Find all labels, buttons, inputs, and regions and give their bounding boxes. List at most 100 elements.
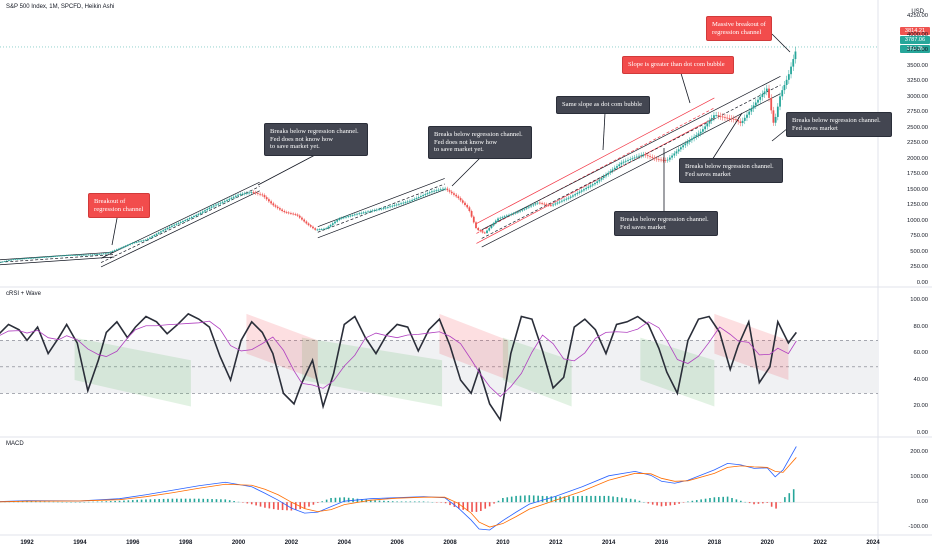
macd-histogram-bar xyxy=(291,502,293,510)
price-candle xyxy=(598,180,600,182)
macd-histogram-bar xyxy=(401,501,403,502)
price-axis-tick: 2750.00 xyxy=(907,109,928,115)
price-candle xyxy=(460,198,462,200)
time-axis-tick: 2018 xyxy=(708,540,721,546)
price-candle xyxy=(136,242,138,243)
crsi-axis-tick: 80.00 xyxy=(913,324,928,330)
price-candle xyxy=(457,196,459,198)
price-candle xyxy=(728,118,730,119)
macd-histogram-bar xyxy=(396,501,398,502)
price-candle xyxy=(54,256,56,257)
price-candle xyxy=(242,194,244,195)
price-candle xyxy=(198,214,200,215)
price-candle xyxy=(594,183,596,184)
price-candle xyxy=(277,207,279,208)
crsi-pane-title: cRSI + Wave xyxy=(6,291,41,297)
price-candle xyxy=(433,191,435,192)
macd-histogram-bar xyxy=(260,502,262,506)
price-candle xyxy=(138,241,140,242)
price-candle xyxy=(32,258,34,259)
price-candle xyxy=(303,220,305,222)
price-candle xyxy=(790,67,792,75)
time-axis-tick: 1998 xyxy=(179,540,192,546)
price-candle xyxy=(438,190,440,191)
price-candle xyxy=(343,217,345,218)
price-candle xyxy=(178,223,180,224)
macd-histogram-bar xyxy=(207,499,209,502)
price-candle xyxy=(715,115,717,116)
macd-histogram-bar xyxy=(590,496,592,502)
price-candle xyxy=(554,204,556,205)
price-candle xyxy=(702,129,704,132)
crsi-axis-tick: 20.00 xyxy=(913,403,928,409)
macd-histogram-bar xyxy=(176,499,178,502)
price-candle xyxy=(700,132,702,134)
price-candle xyxy=(693,137,695,139)
price-candle xyxy=(766,89,768,92)
price-candle xyxy=(286,212,288,213)
price-axis-tick: 3250.00 xyxy=(907,78,928,84)
time-axis-tick: 2020 xyxy=(761,540,774,546)
macd-axis-tick: 0.00 xyxy=(917,499,928,505)
macd-histogram-bar xyxy=(674,502,676,505)
macd-histogram-bar xyxy=(379,501,381,503)
price-candle xyxy=(385,208,387,209)
macd-histogram-bar xyxy=(216,499,218,502)
price-candle xyxy=(601,178,603,180)
time-axis-tick: 2002 xyxy=(285,540,298,546)
price-candle xyxy=(226,200,228,201)
price-axis-tick: 2500.00 xyxy=(907,125,928,131)
callout-slope-greater: Slope is greater than dot com bubble xyxy=(622,56,734,74)
macd-histogram-bar xyxy=(158,499,160,502)
price-candle xyxy=(327,227,329,229)
price-candle xyxy=(731,118,733,119)
price-candle xyxy=(413,199,415,200)
macd-histogram-bar xyxy=(308,502,310,506)
price-candle xyxy=(372,211,374,212)
macd-histogram-bar xyxy=(198,499,200,502)
price-axis-tick: 250.00 xyxy=(910,264,928,270)
macd-histogram-bar xyxy=(480,502,482,511)
price-candle xyxy=(268,199,270,201)
price-candle xyxy=(68,255,70,256)
macd-histogram-bar xyxy=(506,497,508,502)
price-candle xyxy=(643,154,645,155)
price-candle xyxy=(316,230,318,231)
price-candle xyxy=(37,258,39,259)
macd-histogram-bar xyxy=(511,497,513,503)
price-candle xyxy=(266,197,268,199)
price-candle xyxy=(184,220,186,221)
price-candle xyxy=(87,255,89,256)
price-candle xyxy=(239,194,241,195)
macd-histogram-bar xyxy=(625,498,627,502)
time-axis-tick: 2000 xyxy=(232,540,245,546)
macd-histogram-bar xyxy=(670,502,672,505)
price-candle xyxy=(596,181,598,183)
price-candle xyxy=(609,171,611,173)
price-candle xyxy=(682,145,684,147)
price-candle xyxy=(96,254,98,255)
macd-histogram-bar xyxy=(154,499,156,502)
price-candle xyxy=(530,205,532,206)
price-candle xyxy=(147,239,149,240)
price-candle xyxy=(156,234,158,235)
price-candle xyxy=(112,251,114,252)
price-candle xyxy=(746,115,748,118)
price-candle xyxy=(248,193,250,194)
price-candle xyxy=(632,158,634,159)
macd-histogram-bar xyxy=(123,501,125,503)
macd-histogram-bar xyxy=(247,502,249,503)
price-candle xyxy=(576,193,578,194)
price-candle xyxy=(10,260,12,261)
macd-histogram-bar xyxy=(555,497,557,503)
price-candle xyxy=(255,193,257,194)
price-candle xyxy=(90,255,92,256)
price-candle xyxy=(367,211,369,212)
price-candle xyxy=(583,189,585,190)
price-candle xyxy=(585,188,587,189)
price-candle xyxy=(171,226,173,227)
price-candle xyxy=(742,121,744,123)
price-candle xyxy=(504,216,506,217)
price-candle xyxy=(717,115,719,116)
